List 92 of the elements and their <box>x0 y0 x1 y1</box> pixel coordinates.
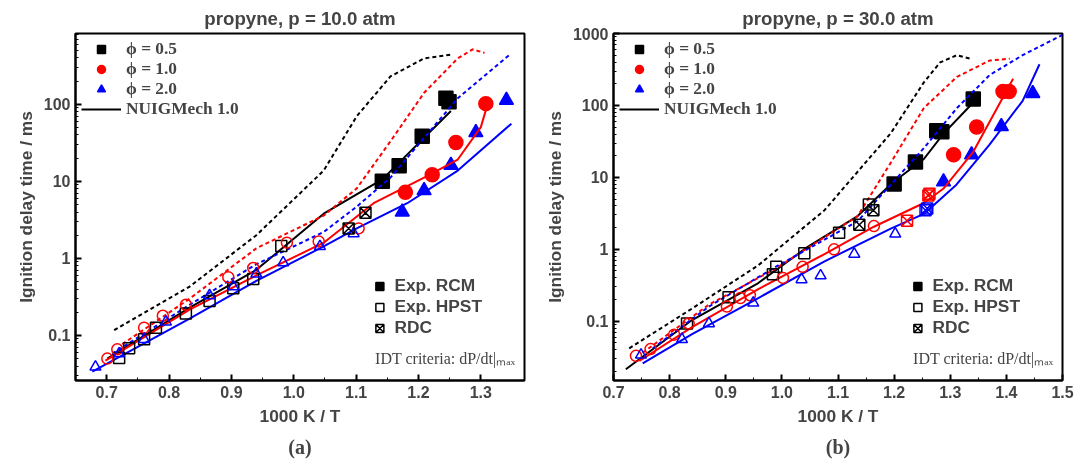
point <box>149 321 163 334</box>
x-tick-label: 1.5 <box>1051 383 1074 401</box>
point <box>394 203 411 217</box>
point <box>342 222 355 235</box>
x-tick-label: 0.7 <box>95 383 118 401</box>
point <box>832 226 846 239</box>
point <box>747 295 760 307</box>
point <box>853 218 866 231</box>
point <box>313 239 327 251</box>
point <box>347 226 360 238</box>
y-axis-title: Ignition delay time / ms <box>15 111 36 303</box>
annotation: Exp. RCM <box>394 275 476 296</box>
point <box>441 93 457 110</box>
chart-title: propyne, p = 30.0 atm <box>742 7 934 29</box>
legend-label: ϕ = 1.0 <box>664 59 716 79</box>
annotation: Exp. RCM <box>932 275 1014 296</box>
point <box>862 198 876 211</box>
point <box>498 91 515 106</box>
x-tick-label: 1.3 <box>469 383 493 401</box>
x-tick-label: 1.0 <box>282 383 305 401</box>
x-tick-label: 0.9 <box>714 383 737 401</box>
legend-label: ϕ = 0.5 <box>664 39 716 59</box>
legend-label: RDC <box>394 317 432 338</box>
y-tick-label: 10 <box>590 169 609 187</box>
point <box>766 268 780 281</box>
annotation: IDT criteria: dP/dt|ₘₐₓ <box>913 349 1054 368</box>
annotation: IDT criteria: dP/dt|ₘₐₓ <box>375 349 516 368</box>
x-tick-label: 0.9 <box>220 383 243 401</box>
point <box>179 307 193 320</box>
point <box>159 314 173 326</box>
point <box>203 294 216 308</box>
point <box>889 226 902 238</box>
y-tick-label: 10 <box>52 173 71 191</box>
point <box>968 119 985 135</box>
x-tick-label: 0.8 <box>658 383 681 401</box>
x-tick-label: 0.8 <box>157 383 181 401</box>
legend-label: ϕ = 1.0 <box>126 59 178 79</box>
point <box>203 288 216 300</box>
point <box>89 359 102 371</box>
point <box>448 134 464 151</box>
legend-label: ϕ = 2.0 <box>664 79 716 99</box>
point <box>634 347 648 359</box>
y-tick-label: 1000 <box>572 25 609 43</box>
point <box>478 95 494 112</box>
point <box>275 239 288 253</box>
y-tick-label: 1 <box>599 241 609 259</box>
point <box>798 247 811 260</box>
x-tick-label: 0.7 <box>602 383 625 401</box>
point <box>900 214 914 227</box>
x-tick-label: 1.1 <box>345 383 368 401</box>
y-tick-label: 1 <box>61 250 71 268</box>
x-tick-label: 1.2 <box>407 383 430 401</box>
legend-label: ϕ = 0.5 <box>126 39 178 59</box>
y-axis-title: Ignition delay time / ms <box>544 111 565 303</box>
point <box>414 128 430 144</box>
point <box>122 342 136 355</box>
point <box>702 316 716 328</box>
text: (b) <box>825 435 851 459</box>
x-tick-label: 1.0 <box>770 383 794 401</box>
legend-label: NUIGMech 1.0 <box>126 99 239 119</box>
point <box>276 255 290 267</box>
point <box>675 332 689 344</box>
chart-title: propyne, p = 10.0 atm <box>204 7 396 29</box>
x-tick-label: 1.1 <box>826 383 850 401</box>
x-tick-label: 1.4 <box>995 383 1018 401</box>
x-axis-title: 1000 K / T <box>259 405 341 426</box>
point <box>814 268 827 280</box>
legend-label: NUIGMech 1.0 <box>664 99 777 119</box>
point <box>246 272 260 286</box>
x-axis-title: 1000 K / T <box>797 405 879 426</box>
y-tick-label: 0.1 <box>48 327 71 345</box>
y-tick-label: 100 <box>43 96 71 114</box>
point <box>945 147 962 163</box>
line-series <box>91 122 513 373</box>
point <box>359 206 372 220</box>
legend-label: Exp. HPST <box>394 296 482 317</box>
point <box>848 246 861 258</box>
point <box>867 203 880 217</box>
y-tick-label: 0.1 <box>586 313 609 331</box>
x-tick-label: 1.2 <box>883 383 906 401</box>
point <box>227 279 240 291</box>
text: (a) <box>288 435 312 459</box>
legend-label: RDC <box>932 317 970 338</box>
point <box>112 351 126 365</box>
x-tick-label: 1.3 <box>939 383 962 401</box>
line-series <box>651 33 1063 350</box>
legend-label: Exp. HPST <box>932 296 1020 317</box>
point <box>250 266 263 278</box>
point <box>1025 84 1041 99</box>
y-tick-label: 100 <box>581 97 609 115</box>
legend-label: ϕ = 2.0 <box>126 79 178 99</box>
point <box>795 272 808 284</box>
